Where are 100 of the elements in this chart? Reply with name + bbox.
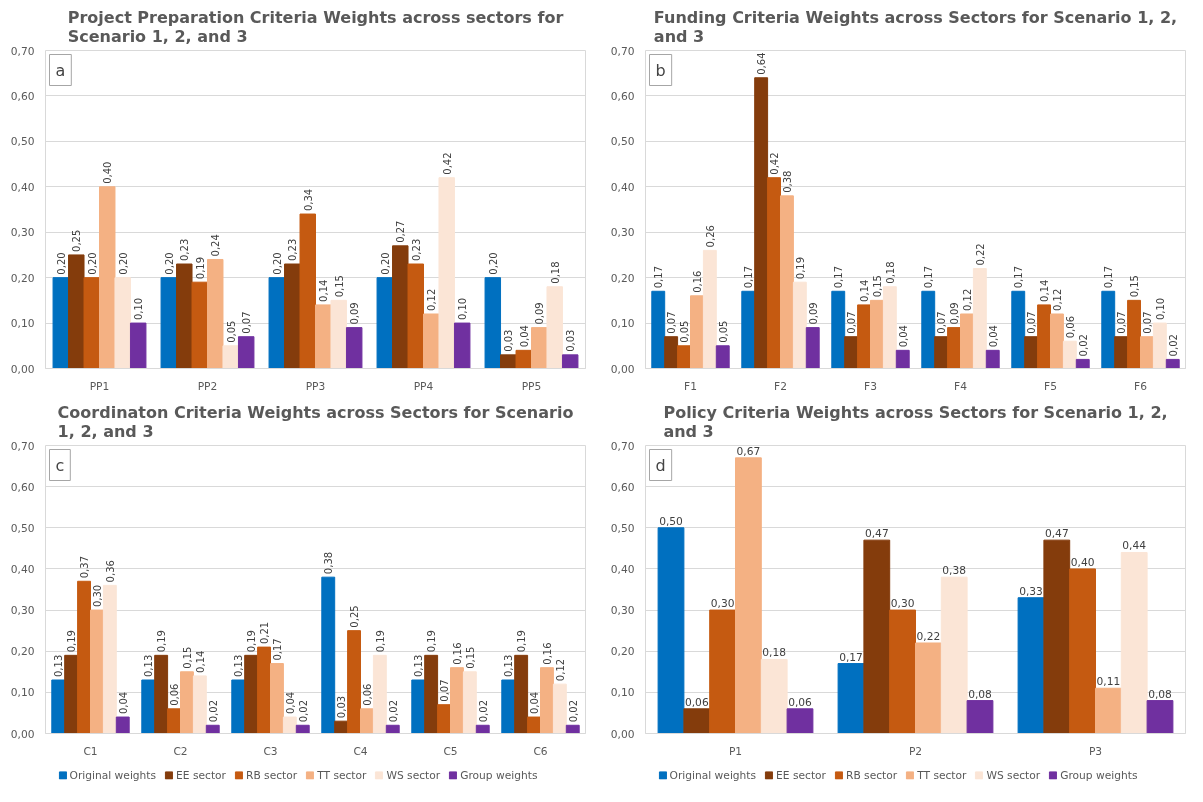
data-label: 0,06 bbox=[361, 683, 373, 706]
data-label: 0,10 bbox=[1154, 297, 1166, 321]
bar bbox=[268, 277, 286, 369]
data-label: 0,67 bbox=[736, 444, 761, 458]
data-label: 0,03 bbox=[565, 329, 577, 352]
data-label: 0,22 bbox=[916, 629, 941, 643]
bar bbox=[475, 724, 490, 734]
data-label: 0,64 bbox=[756, 52, 768, 75]
data-label: 0,38 bbox=[942, 564, 967, 578]
data-label: 0,20 bbox=[271, 252, 283, 275]
bar bbox=[1043, 539, 1071, 734]
data-label: 0,17 bbox=[923, 266, 935, 289]
data-label: 0,02 bbox=[207, 700, 219, 723]
bar bbox=[141, 679, 156, 734]
bar bbox=[462, 671, 477, 734]
chart-title: Coordinaton Criteria Weights across Sectors for Scenario 1, 2, and 3 bbox=[57, 402, 574, 441]
data-label: 0,13 bbox=[233, 654, 245, 678]
bar bbox=[372, 654, 387, 734]
y-tick-label: 0,30 bbox=[610, 226, 635, 240]
data-label: 0,07 bbox=[1141, 311, 1153, 334]
bar bbox=[1114, 336, 1129, 369]
y-tick-label: 0,20 bbox=[10, 645, 35, 659]
data-label: 0,10 bbox=[457, 297, 469, 321]
bar bbox=[1069, 568, 1096, 734]
data-label: 0,21 bbox=[259, 621, 271, 645]
bar bbox=[895, 349, 910, 369]
legend-label: TT sector bbox=[317, 768, 367, 782]
bar bbox=[237, 336, 255, 369]
data-label: 0,25 bbox=[71, 229, 83, 252]
data-label: 0,18 bbox=[884, 261, 896, 284]
bar bbox=[315, 304, 332, 369]
data-label: 0,47 bbox=[864, 527, 889, 541]
legend-label: RB sector bbox=[846, 768, 898, 782]
data-label: 0,13 bbox=[53, 654, 65, 678]
bar bbox=[844, 336, 859, 369]
data-label: 0,07 bbox=[241, 311, 253, 334]
bar bbox=[1050, 313, 1064, 369]
bar bbox=[1037, 304, 1051, 369]
bar bbox=[1120, 551, 1148, 734]
bar bbox=[882, 286, 897, 369]
data-label: 0,38 bbox=[323, 551, 335, 575]
data-label: 0,19 bbox=[246, 630, 258, 653]
bar bbox=[424, 654, 439, 734]
bar bbox=[330, 299, 347, 369]
bar bbox=[754, 77, 769, 369]
bar bbox=[651, 290, 666, 369]
bar bbox=[1017, 597, 1045, 734]
y-tick-label: 0,00 bbox=[610, 362, 635, 376]
x-tick-label: P3 bbox=[1088, 744, 1103, 758]
data-label: 0,20 bbox=[379, 252, 391, 275]
bar bbox=[1062, 340, 1077, 369]
bar bbox=[257, 646, 271, 734]
data-label: 0,02 bbox=[387, 700, 399, 723]
legend-label: WS sector bbox=[386, 768, 441, 782]
bar bbox=[831, 290, 846, 369]
data-label: 0,40 bbox=[1070, 555, 1095, 569]
bar bbox=[1075, 358, 1090, 369]
data-label: 0,07 bbox=[1116, 311, 1128, 334]
data-label: 0,20 bbox=[55, 252, 67, 275]
data-label: 0,04 bbox=[987, 325, 999, 348]
data-label: 0,36 bbox=[104, 560, 116, 583]
bar bbox=[192, 675, 207, 734]
bar bbox=[407, 263, 424, 369]
bar bbox=[715, 345, 730, 369]
bar bbox=[947, 327, 961, 369]
y-tick-label: 0,00 bbox=[10, 727, 35, 741]
bar bbox=[1095, 687, 1122, 734]
bar bbox=[690, 295, 704, 369]
y-tick-label: 0,50 bbox=[610, 135, 635, 149]
bar bbox=[222, 345, 239, 369]
data-label: 0,02 bbox=[297, 700, 309, 723]
data-label: 0,33 bbox=[1019, 584, 1043, 598]
bar bbox=[985, 349, 1000, 369]
bar bbox=[540, 667, 554, 734]
bar bbox=[565, 724, 580, 734]
data-label: 0,06 bbox=[169, 683, 181, 706]
data-label: 0,09 bbox=[534, 302, 546, 325]
bar bbox=[531, 327, 548, 369]
bar bbox=[960, 313, 974, 369]
data-label: 0,02 bbox=[1167, 334, 1179, 357]
bar bbox=[321, 576, 336, 734]
data-label: 0,04 bbox=[518, 325, 530, 348]
bar bbox=[934, 336, 949, 369]
data-label: 0,16 bbox=[541, 642, 553, 665]
bar bbox=[114, 277, 131, 369]
data-label: 0,19 bbox=[794, 256, 806, 280]
y-tick-label: 0,00 bbox=[610, 727, 635, 741]
bar bbox=[77, 580, 91, 734]
bar bbox=[915, 642, 942, 734]
bar bbox=[767, 177, 781, 369]
data-label: 0,08 bbox=[1148, 687, 1173, 701]
data-label: 0,18 bbox=[762, 646, 787, 660]
bar bbox=[347, 630, 361, 734]
bar bbox=[501, 679, 516, 734]
bar bbox=[837, 663, 865, 734]
x-tick-label: C5 bbox=[443, 744, 458, 758]
data-label: 0,07 bbox=[1026, 311, 1038, 334]
annotation: d bbox=[655, 455, 666, 475]
x-tick-label: F2 bbox=[774, 379, 787, 393]
data-label: 0,23 bbox=[410, 238, 422, 262]
